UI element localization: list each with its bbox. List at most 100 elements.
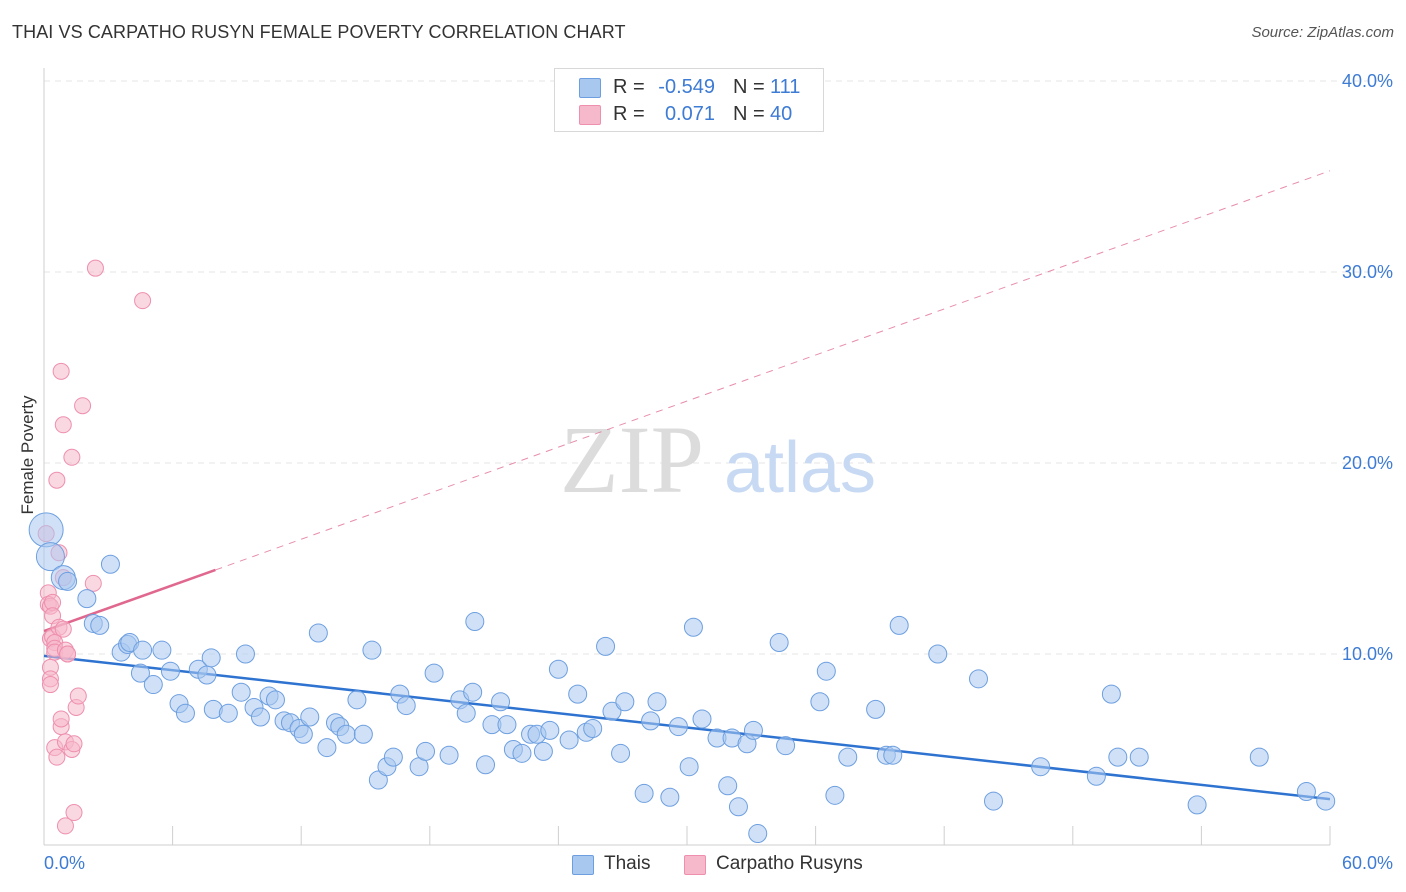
y-tick-label: 20.0%: [1342, 453, 1393, 473]
thais-point: [825, 785, 845, 805]
thais-point: [336, 724, 356, 744]
thais-point: [235, 644, 255, 664]
thais-point: [596, 636, 616, 656]
carpatho-rusyns-trend-line: [43, 568, 216, 633]
thais-point: [293, 724, 313, 744]
carpatho-rusyns-point: [59, 645, 77, 663]
thais-point: [90, 615, 110, 635]
tick-labels: 10.0% 20.0% 30.0% 40.0% 0.0% 60.0%: [44, 71, 1393, 873]
thais-point: [130, 663, 150, 683]
thais-point: [231, 682, 251, 702]
thais-point: [362, 640, 382, 660]
thais-point: [250, 707, 270, 727]
axes: [43, 68, 1331, 846]
y-tick-label: 10.0%: [1342, 644, 1393, 664]
thais-point: [743, 720, 763, 740]
thais-point: [218, 703, 238, 723]
thais-point: [533, 741, 553, 761]
thais-point: [424, 663, 444, 683]
x-tick-label: 0.0%: [44, 853, 85, 873]
carpatho-rusyns-point: [69, 687, 87, 705]
carpatho-rusyns-point: [63, 448, 81, 466]
thais-point: [201, 648, 221, 668]
thais-point: [197, 665, 217, 685]
thais-swatch: [579, 78, 601, 98]
thais-point: [1031, 757, 1051, 777]
y-tick-label: 40.0%: [1342, 71, 1393, 91]
thais-point: [776, 736, 796, 756]
thais-point: [647, 692, 667, 712]
thais-point: [1296, 782, 1316, 802]
thais-point: [416, 741, 436, 761]
thais-point: [308, 623, 328, 643]
thais-point: [58, 571, 78, 591]
thais-point: [456, 703, 476, 723]
chart-title: THAI VS CARPATHO RUSYN FEMALE POVERTY CO…: [12, 22, 626, 42]
carpatho-rusyns-point: [48, 471, 66, 489]
thais-point: [1187, 795, 1207, 815]
carpatho-rusyns-point: [86, 259, 104, 277]
thais-point: [77, 589, 97, 609]
watermark-atlas: atlas: [724, 428, 876, 508]
thais-point: [728, 797, 748, 817]
thais-point: [810, 692, 830, 712]
thais-point: [660, 787, 680, 807]
thais-point: [353, 724, 373, 744]
carpatho-rusyns-point: [54, 620, 72, 638]
r-value-carpatho-rusyns: 0.071: [664, 103, 715, 125]
thais-legend-label: Thais: [604, 853, 651, 874]
thais-point: [559, 730, 579, 750]
n-label: N =: [733, 76, 765, 98]
carpatho-rusyns-legend-swatch: [684, 855, 706, 875]
thais-point: [548, 659, 568, 679]
watermark: ZIP atlas: [560, 406, 876, 513]
thais-point: [317, 738, 337, 758]
x-tick-label: 60.0%: [1342, 853, 1393, 873]
carpatho-rusyns-point: [48, 748, 66, 766]
thais-point: [568, 684, 588, 704]
thais-point: [143, 675, 163, 695]
thais-point: [615, 692, 635, 712]
carpatho-rusyns-point: [52, 710, 70, 728]
source-label: Source: ZipAtlas.com: [1251, 24, 1394, 41]
carpatho-rusyns-point: [54, 416, 72, 434]
thais-point: [816, 661, 836, 681]
thais-point: [641, 711, 661, 731]
n-value-carpatho-rusyns: 40: [770, 103, 793, 125]
thais-point: [983, 791, 1003, 811]
grid-lines: [44, 80, 1392, 655]
thais-point: [265, 690, 285, 710]
thais-point: [152, 640, 172, 660]
legend-row-thais: R = -0.549 N = 111: [555, 74, 823, 102]
r-label: R =: [613, 103, 645, 125]
thais-point: [160, 661, 180, 681]
thais-point: [439, 745, 459, 765]
carpatho-rusyns-point: [65, 735, 83, 753]
carpatho-rusyns-trend-extension: [215, 170, 1331, 571]
n-value-thais: 111: [770, 76, 801, 98]
correlation-legend: R = -0.549 N = 111 R = 0.071 N = 40: [554, 68, 824, 132]
carpatho-rusyns-point: [52, 362, 70, 380]
thais-point: [175, 703, 195, 723]
carpatho-rusyns-swatch: [579, 105, 601, 125]
thais-point: [928, 644, 948, 664]
thais-point: [540, 720, 560, 740]
thais-point: [35, 542, 65, 572]
thais-point: [866, 699, 886, 719]
thais-point: [463, 682, 483, 702]
thais-point: [1249, 747, 1269, 767]
thais-point: [28, 512, 64, 548]
thais-point: [491, 692, 511, 712]
thais-point: [692, 709, 712, 729]
carpatho-rusyns-point: [65, 804, 83, 822]
thais-point: [668, 717, 688, 737]
thais-point: [368, 770, 388, 790]
carpatho-rusyns-point: [134, 292, 152, 310]
thais-legend-swatch: [572, 855, 594, 875]
thais-point: [683, 617, 703, 637]
thais-point: [583, 718, 603, 738]
carpatho-rusyns-legend-label: Carpatho Rusyns: [716, 853, 863, 874]
y-tick-label: 30.0%: [1342, 262, 1393, 282]
thais-point: [347, 690, 367, 710]
thais-point: [1086, 766, 1106, 786]
